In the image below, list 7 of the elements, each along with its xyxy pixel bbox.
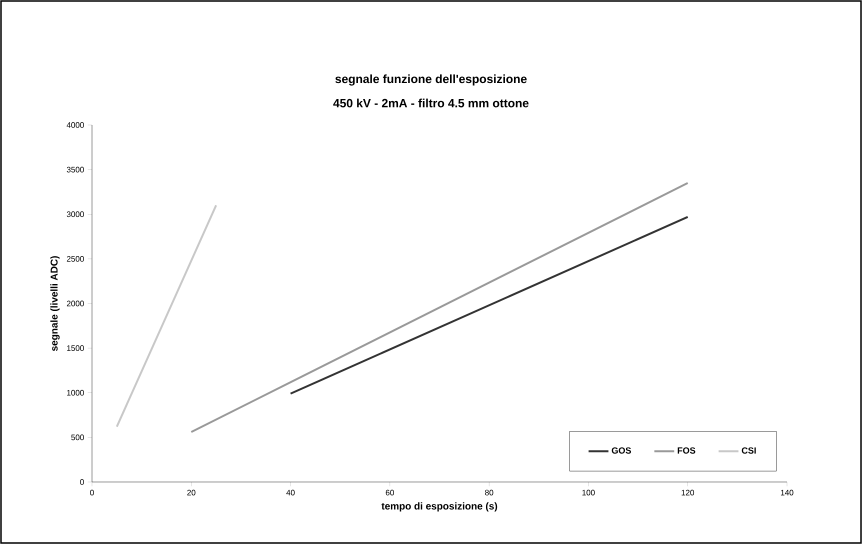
legend-label: FOS <box>678 447 696 454</box>
chart-title: segnale funzione dell'esposizione <box>335 74 527 86</box>
legend-label: GOS <box>612 447 632 454</box>
legend-label: CSI <box>742 447 756 454</box>
chart-subtitle: 450 kV - 2mA - filtro 4.5 mm ottone <box>333 98 529 108</box>
y-axis-title: segnale (livelli ADC) <box>50 256 60 352</box>
x-axis-title: tempo di esposizione (s) <box>382 502 498 512</box>
